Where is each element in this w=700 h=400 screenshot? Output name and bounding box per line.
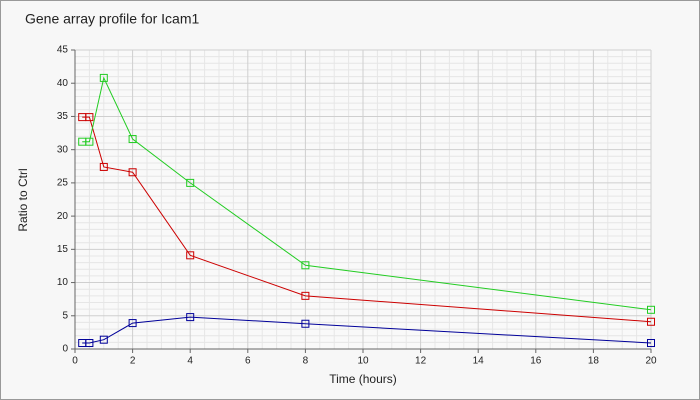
- x-tick-label: 12: [415, 356, 427, 367]
- y-tick-label: 20: [57, 211, 69, 222]
- x-tick-label: 14: [473, 356, 485, 367]
- point-marker: [301, 319, 310, 328]
- y-tick-label: 35: [57, 111, 69, 122]
- x-axis-label: Time (hours): [329, 372, 397, 386]
- point-marker: [186, 178, 195, 187]
- point-marker: [99, 73, 108, 82]
- point-marker: [301, 261, 310, 270]
- point-marker: [99, 162, 108, 171]
- series-line: [82, 316, 652, 344]
- x-tick-label: 20: [645, 356, 657, 367]
- x-tick-label: 0: [72, 356, 78, 367]
- x-tick-label: 4: [187, 356, 193, 367]
- x-tick-label: 6: [245, 356, 251, 367]
- chart-title: Gene array profile for Icam1: [25, 11, 200, 27]
- x-tick-label: 8: [303, 356, 309, 367]
- series-line: [82, 76, 652, 311]
- point-marker: [85, 137, 94, 146]
- x-tick-label: 2: [130, 356, 136, 367]
- point-marker: [647, 305, 655, 314]
- y-tick-label: 0: [62, 344, 68, 355]
- y-tick-label: 45: [57, 45, 69, 56]
- series-line: [82, 116, 652, 323]
- x-tick-label: 18: [588, 356, 600, 367]
- point-marker: [186, 251, 195, 260]
- point-marker: [647, 339, 655, 348]
- point-marker: [99, 335, 108, 344]
- point-marker: [301, 291, 310, 300]
- point-marker: [85, 339, 94, 348]
- point-marker: [128, 135, 137, 144]
- point-marker: [647, 317, 655, 326]
- x-tick-label: 16: [530, 356, 542, 367]
- y-tick-label: 30: [57, 144, 69, 155]
- point-marker: [128, 168, 137, 177]
- y-axis-label: Ratio to Ctrl: [16, 168, 30, 231]
- y-tick-label: 5: [62, 310, 68, 321]
- y-tick-label: 25: [57, 178, 69, 189]
- point-marker: [85, 113, 94, 122]
- point-marker: [128, 319, 137, 328]
- point-marker: [186, 313, 195, 322]
- x-tick-label: 10: [357, 356, 369, 367]
- y-tick-label: 10: [57, 277, 69, 288]
- y-tick-label: 40: [57, 78, 69, 89]
- y-tick-label: 15: [57, 244, 69, 255]
